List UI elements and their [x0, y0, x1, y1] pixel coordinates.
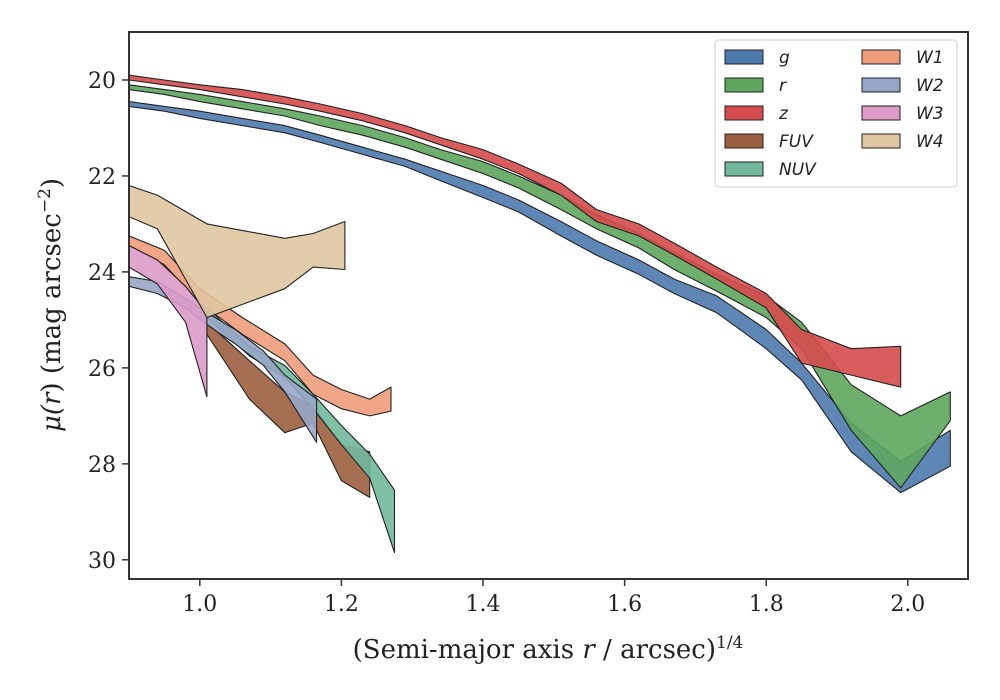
legend-label-w3: W3	[916, 104, 944, 124]
legend-label-fuv: FUV	[779, 132, 814, 152]
y-tick-label: 30	[88, 549, 116, 574]
legend-swatch-nuv	[724, 161, 764, 177]
legend-frame	[714, 39, 958, 188]
legend-label-w4: W4	[916, 132, 944, 152]
legend-label-z: z	[778, 104, 789, 124]
y-axis-label: μ(r) (mag arcsec−2)	[35, 178, 67, 432]
x-tick-label: 1.6	[607, 592, 642, 617]
y-tick-label: 24	[88, 261, 116, 286]
legend-label-w2: W2	[916, 76, 944, 96]
x-axis-label: (Semi-major axis r / arcsec)1/4	[353, 633, 744, 665]
band-w3	[129, 244, 208, 398]
band-z	[129, 74, 902, 388]
x-tick-label: 1.4	[466, 592, 501, 617]
legend-swatch-fuv	[724, 133, 764, 149]
legend-swatch-w1	[861, 49, 901, 65]
legend-label-r: r	[779, 76, 787, 96]
legend-swatch-w2	[861, 77, 901, 93]
x-tick-label: 1.0	[182, 592, 217, 617]
y-tick-label: 26	[88, 357, 116, 382]
legend-swatch-z	[724, 105, 764, 121]
y-tick-label: 28	[88, 453, 116, 478]
y-tick-label: 20	[88, 69, 116, 94]
legend: grz FUV NUV W1 W2 W3 W4	[714, 39, 958, 188]
legend-label-nuv: NUV	[779, 160, 817, 180]
x-tick-label: 1.2	[324, 592, 359, 617]
y-tick-label: 22	[88, 165, 116, 190]
legend-swatch-g	[724, 49, 764, 65]
band-g	[129, 101, 951, 494]
plot-frame	[128, 31, 969, 580]
legend-swatch-w3	[861, 105, 901, 121]
x-tick-label: 1.8	[749, 592, 784, 617]
legend-label-w1: W1	[916, 48, 944, 68]
x-tick-label: 2.0	[890, 592, 925, 617]
axis-ticks: 1.0 1.2 1.4 1.6 1.8 2.0 20 22 24 26 28 30	[88, 69, 925, 617]
band-w4	[129, 184, 346, 319]
series-bands	[129, 74, 951, 554]
legend-swatch-r	[724, 77, 764, 93]
legend-swatch-w4	[861, 133, 901, 149]
band-r	[129, 84, 951, 489]
legend-label-g: g	[779, 48, 790, 68]
